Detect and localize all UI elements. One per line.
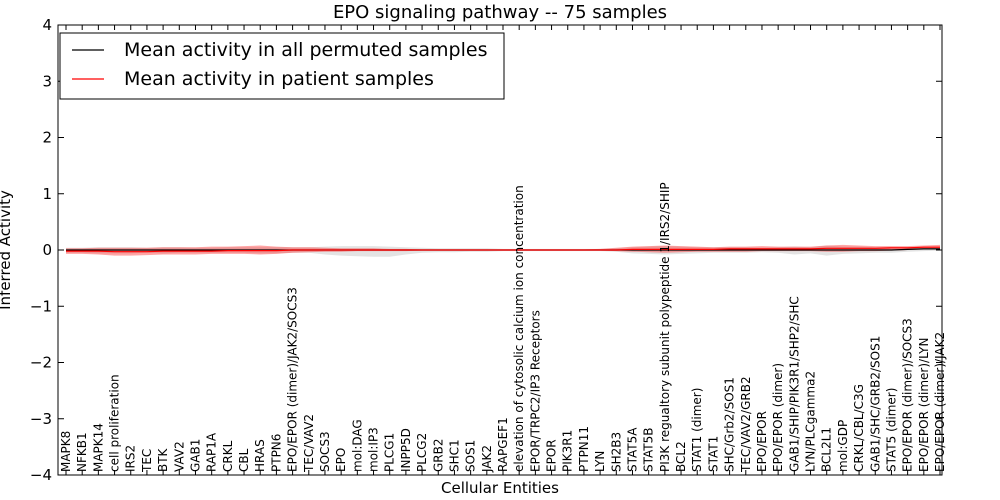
x-category-label-1: NFKB1 [75,432,89,472]
x-category-label-49: CRKL/CBL/C3G [852,384,866,472]
x-category-label-31: PIK3R1 [561,430,575,472]
series-lines [66,246,940,253]
x-category-label-5: TEC [140,449,154,473]
x-category-label-35: STAT5A [626,427,640,472]
y-tick-label-5: 1 [42,185,52,203]
x-category-label-17: EPO [334,448,348,472]
x-category-label-50: GAB1/SHC/GRB2/SOS1 [868,336,882,472]
x-category-label-48: mol:GDP [836,420,850,472]
x-category-label-7: VAV2 [172,441,186,472]
x-category-label-53: EPO/EPOR (dimer)/LYN [917,338,931,472]
x-category-label-34: SH2B3 [609,432,623,472]
x-category-label-46: LYN/PLCgamma2 [804,371,818,472]
y-tick-label-7: 3 [42,72,52,90]
x-category-label-22: PLCG2 [415,433,429,472]
y-tick-label-6: 2 [42,129,52,147]
legend-label-patient: Mean activity in patient samples [124,68,434,90]
x-category-label-44: EPO/EPOR (dimer) [771,363,785,472]
y-axis-label: Inferred Activity [0,190,14,310]
x-category-label-23: GRB2 [431,438,445,472]
x-category-label-4: IRS2 [124,445,138,472]
x-category-label-36: STAT5B [642,428,656,473]
x-category-label-11: CBL [237,448,251,472]
x-category-label-30: EPOR [545,439,559,472]
band-series-0 [66,245,940,257]
legend-frame [59,32,505,100]
x-category-label-10: CRKL [221,440,235,472]
y-tick-label-3: −1 [30,297,52,315]
x-category-label-9: RAP1A [205,432,219,472]
x-category-label-3: cell proliferation [108,374,122,472]
x-category-label-51: STAT5 (dimer) [884,388,898,472]
y-tick-label-2: −2 [30,354,52,372]
x-category-label-19: mol:IP3 [367,427,381,472]
x-category-label-27: RAPGEF1 [496,417,510,472]
x-category-label-16: SOCS3 [318,431,332,472]
x-category-label-38: BCL2 [674,441,688,472]
chart-title: EPO signaling pathway -- 75 samples [333,2,667,23]
x-category-label-32: PTPN11 [577,426,591,472]
x-category-label-28: elevation of cytosolic calcium ion conce… [512,185,526,472]
x-category-label-0: MAPK8 [59,431,73,472]
x-category-label-24: SHC1 [447,439,461,472]
x-category-label-21: INPP5D [399,428,413,472]
x-category-label-25: SOS1 [464,440,478,472]
x-category-label-41: SHC/Grb2/SOS1 [723,377,737,472]
y-tick-label-1: −3 [30,410,52,428]
line-series-1 [66,246,940,253]
x-category-label-12: HRAS [253,439,267,472]
y-tick-label-0: −4 [30,466,52,484]
x-category-label-54: EPO/EPOR (dimer)/JAK2 [933,332,947,472]
y-tick-label-8: 4 [42,16,52,34]
x-category-label-15: TEC/VAV2 [302,414,316,473]
x-category-label-18: mol:DAG [350,419,364,472]
legend: Mean activity in all permuted samples Me… [59,32,505,100]
x-category-label-6: BTK [156,447,170,472]
x-category-label-42: TEC/VAV2/GRB2 [739,376,753,473]
legend-label-permuted: Mean activity in all permuted samples [124,39,487,61]
x-axis-label: Cellular Entities [441,479,559,497]
y-tick-label-4: 0 [42,241,52,259]
y-axis-ticks: −4 −3 −2 −1 0 1 2 3 4 [30,16,942,484]
x-category-label-29: EPOR/TRPC2/IP3 Receptors [528,310,542,472]
x-category-label-20: PLCG1 [383,433,397,472]
x-category-label-39: STAT1 (dimer) [690,388,704,472]
x-axis-ticks [65,25,941,475]
x-category-label-14: EPO/EPOR (dimer)/JAK2/SOCS3 [286,287,300,472]
x-category-label-26: JAK2 [480,445,494,473]
x-category-label-40: STAT1 [706,436,720,472]
x-category-label-47: BCL2L1 [820,427,834,472]
x-category-label-8: GAB1 [189,439,203,472]
x-category-label-37: PI3K regualtory subunit polypeptide 1/IR… [658,182,672,472]
x-category-label-52: EPO/EPOR (dimer)/SOCS3 [901,318,915,472]
x-category-label-33: LYN [593,451,607,472]
x-category-label-43: EPO/EPOR [755,411,769,472]
x-axis-category-labels: MAPK8 NFKB1 MAPK14 cell proliferation IRS2 TE… [59,182,947,473]
x-category-label-2: MAPK14 [91,423,105,472]
x-category-label-45: GAB1/SHIP/PIK3R1/SHP2/SHC [787,296,801,472]
x-category-label-13: PTPN6 [269,434,283,472]
